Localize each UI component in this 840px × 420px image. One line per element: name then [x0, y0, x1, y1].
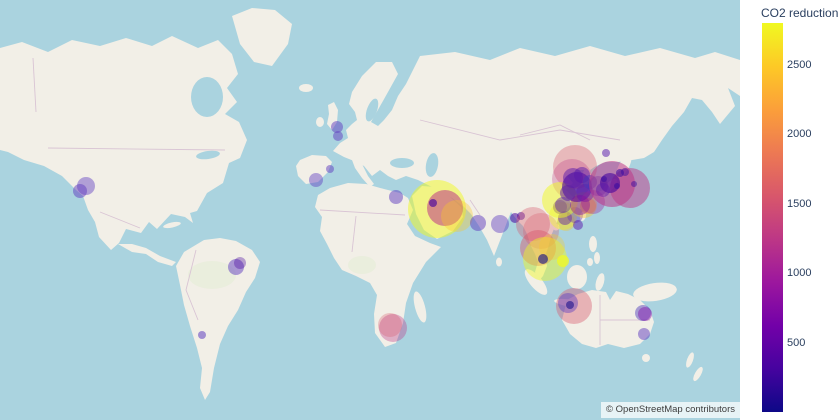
map-bubble[interactable]	[228, 259, 244, 275]
colorbar-tick-label: 2500	[787, 58, 812, 71]
map-bubble[interactable]	[638, 328, 650, 340]
colorbar-panel: CO2 reduction 500 1000 1500 2000 2500	[740, 0, 840, 420]
map-bubble[interactable]	[610, 168, 650, 208]
italy	[352, 158, 374, 187]
map-bubble[interactable]	[441, 200, 473, 232]
world-map[interactable]: © OpenStreetMap contributors	[0, 0, 740, 420]
map-bubble[interactable]	[573, 220, 583, 230]
map-bubble[interactable]	[560, 185, 576, 201]
iceland	[299, 84, 313, 92]
map-bubble[interactable]	[234, 257, 246, 269]
map-bubble[interactable]	[333, 131, 343, 141]
sicily	[360, 187, 366, 193]
map-bubble[interactable]	[378, 313, 402, 337]
admin-borders	[32, 57, 650, 345]
map-bubble[interactable]	[539, 234, 565, 260]
world-map-basemap	[0, 0, 740, 420]
ireland	[316, 117, 324, 127]
map-bubble[interactable]	[389, 190, 403, 204]
colorbar-tick-label: 1000	[787, 267, 812, 280]
map-bubble[interactable]	[516, 207, 550, 241]
black-sea	[390, 158, 414, 168]
eurasia	[333, 46, 740, 282]
sumatra	[524, 269, 548, 295]
africa	[315, 183, 441, 347]
colorbar-gradient	[762, 23, 783, 412]
sri-lanka	[496, 257, 502, 267]
madagascar	[413, 291, 427, 323]
map-bubble[interactable]	[580, 198, 596, 214]
north-america	[0, 36, 247, 250]
hokkaido	[635, 139, 647, 153]
new-zealand-north	[686, 352, 694, 368]
inland-waters	[191, 77, 439, 177]
map-bubble[interactable]	[631, 181, 637, 187]
hudson-bay	[191, 77, 223, 117]
baltic-sea	[365, 98, 379, 122]
map-bubble[interactable]	[379, 314, 407, 342]
map-bubble[interactable]	[429, 199, 437, 207]
tasmania	[642, 354, 650, 362]
taiwan	[579, 211, 587, 221]
map-bubble[interactable]	[309, 173, 323, 187]
great-lakes	[196, 150, 220, 160]
map-bubble[interactable]	[566, 301, 574, 309]
map-bubble[interactable]	[517, 212, 525, 220]
map-bubble[interactable]	[621, 168, 629, 176]
sulawesi	[595, 273, 605, 291]
colorbar-tick-label: 500	[787, 336, 806, 349]
map-bubble[interactable]	[614, 183, 620, 189]
caspian-sea	[425, 153, 439, 177]
iberian-peninsula	[296, 155, 332, 184]
map-bubble[interactable]	[638, 307, 652, 321]
map-bubble[interactable]	[331, 121, 343, 133]
philippines-visayas	[587, 258, 593, 266]
map-bubble[interactable]	[326, 165, 334, 173]
central-america	[118, 244, 176, 266]
map-bubble[interactable]	[557, 255, 569, 267]
map-bubble[interactable]	[73, 184, 87, 198]
colorbar-tick-label: 1500	[787, 197, 812, 210]
vegetation-tint	[188, 256, 376, 289]
map-bubble[interactable]	[198, 331, 206, 339]
australia	[562, 290, 654, 348]
new-guinea	[633, 282, 677, 302]
colorbar-tick-label: 2000	[787, 128, 812, 141]
map-bubble[interactable]	[538, 254, 548, 264]
new-zealand-south	[693, 366, 703, 382]
sakhalin	[647, 106, 653, 134]
philippines-mindanao	[594, 252, 600, 264]
osm-attribution-link[interactable]: © OpenStreetMap contributors	[601, 402, 740, 418]
philippines-luzon	[589, 236, 597, 252]
greenland	[232, 8, 292, 66]
map-bubble[interactable]	[491, 215, 509, 233]
map-bubble[interactable]	[556, 288, 592, 324]
hainan	[552, 223, 560, 231]
colorbar-title: CO2 reduction	[761, 6, 839, 20]
map-bubble[interactable]	[596, 183, 610, 197]
map-bubble[interactable]	[470, 215, 486, 231]
map-bubble[interactable]	[427, 190, 463, 226]
map-bubble[interactable]	[555, 197, 571, 213]
cuba	[163, 221, 181, 229]
map-bubble[interactable]	[602, 149, 610, 157]
colorbar-tick-labels: 500 1000 1500 2000 2500	[740, 0, 840, 420]
borneo	[567, 265, 587, 289]
bubble-layer	[73, 121, 652, 342]
map-bubble[interactable]	[523, 213, 559, 249]
map-bubble[interactable]	[570, 195, 590, 215]
map-bubble[interactable]	[601, 176, 607, 182]
map-bubble[interactable]	[635, 305, 651, 321]
